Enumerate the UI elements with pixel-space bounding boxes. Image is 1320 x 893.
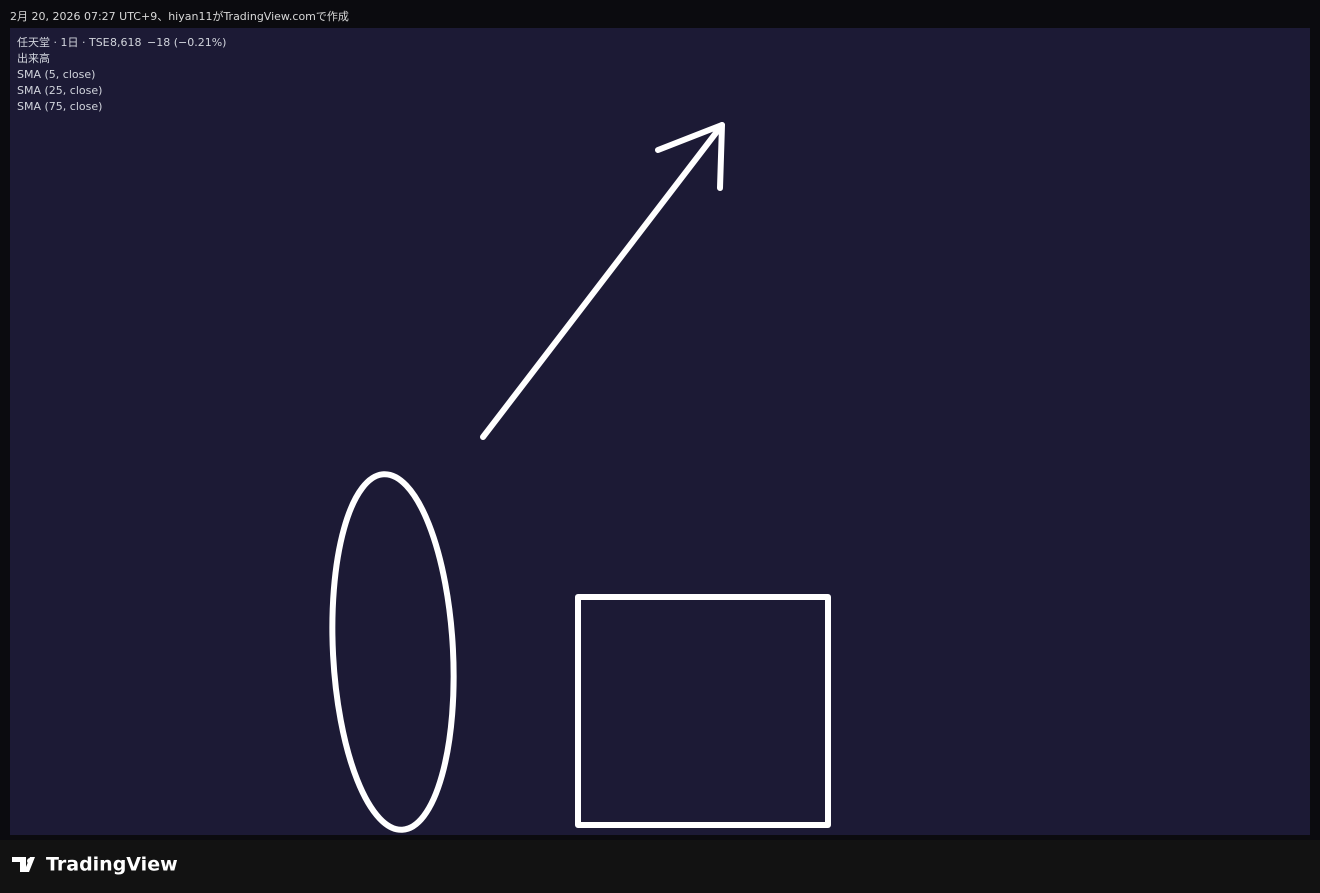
arrow-shaft — [480, 122, 725, 440]
box-mark — [575, 594, 831, 828]
ellipse-mark — [329, 471, 457, 833]
logo-text: TradingView — [46, 854, 178, 876]
chart-panel — [10, 28, 1310, 835]
arrow-head — [655, 122, 725, 191]
legend-sma: SMA (25, close) — [17, 84, 102, 97]
annotations — [329, 122, 831, 833]
legend-price: 8,618 — [110, 36, 142, 49]
legend-sma: SMA (75, close) — [17, 100, 102, 113]
legend: 任天堂 · 1日 · TSE 8,618 −18 (−0.21%) 出来高 SM… — [17, 36, 226, 113]
footer-bar — [0, 840, 1320, 893]
legend-volume: 出来高 — [17, 51, 50, 65]
legend-change: −18 (−0.21%) — [147, 36, 226, 49]
legend-symbol: 任天堂 · 1日 · TSE — [17, 36, 110, 49]
legend-sma: SMA (5, close) — [17, 68, 95, 81]
footer: TradingView — [0, 840, 1320, 893]
logo-dot — [27, 858, 33, 864]
header: 2月 20, 2026 07:27 UTC+9、hiyan11がTradingV… — [10, 9, 349, 23]
